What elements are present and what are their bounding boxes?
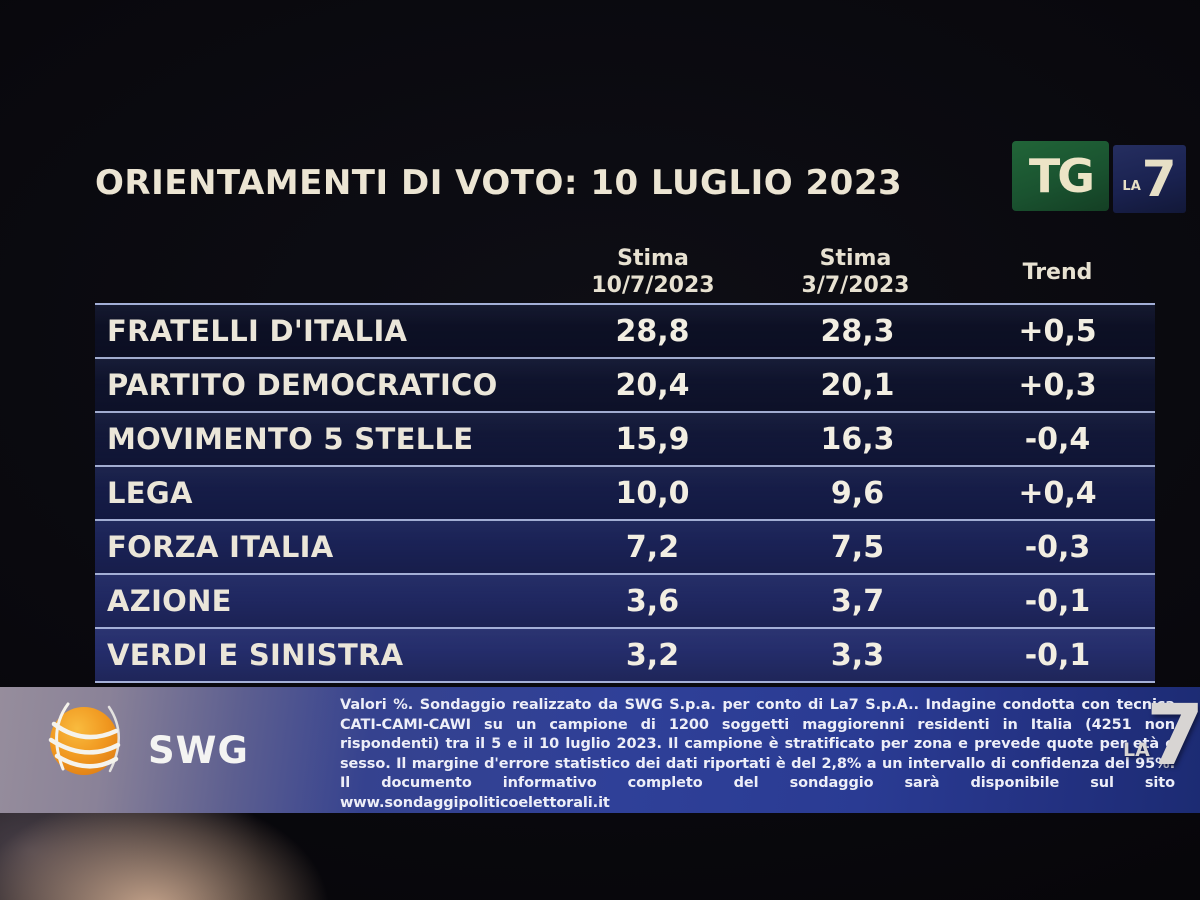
party-name: MOVIMENTO 5 STELLE (107, 422, 474, 456)
party-name: LEGA (107, 476, 193, 510)
swg-logo: SWG (30, 691, 249, 795)
column-header-stima-old: Stima 3/7/2023 (753, 245, 958, 299)
party-name: VERDI E SINISTRA (107, 638, 404, 672)
la7-watermark-la-label: LA (1123, 739, 1150, 761)
table-row: VERDI E SINISTRA 3,2 3,3 -0,1 (95, 629, 1155, 683)
column-header-stima-old-line2: 3/7/2023 (801, 273, 910, 298)
swg-logo-label: SWG (148, 728, 249, 772)
table-row: AZIONE 3,6 3,7 -0,1 (95, 575, 1155, 629)
stima-old-value: 16,3 (820, 421, 895, 457)
stima-old-value: 9,6 (830, 475, 885, 511)
table-row: MOVIMENTO 5 STELLE 15,9 16,3 -0,4 (95, 413, 1155, 467)
stima-new-value: 3,2 (625, 637, 680, 673)
column-header-stima-new-line1: Stima (617, 246, 689, 271)
stima-old-value: 7,5 (830, 529, 885, 565)
la7-watermark-logo: LA 7 .i (1123, 693, 1200, 807)
trend-value: -0,3 (1024, 529, 1091, 565)
page-title: ORIENTAMENTI DI VOTO: 10 LUGLIO 2023 (95, 163, 903, 203)
la7-logo-la-label: LA (1122, 178, 1141, 194)
stima-new-value: 3,6 (625, 583, 680, 619)
disclaimer-text: Valori %. Sondaggio realizzato da SWG S.… (340, 697, 1175, 811)
stima-new-value: 28,8 (615, 313, 690, 349)
stima-new-value: 15,9 (615, 421, 690, 457)
party-name: AZIONE (107, 584, 232, 618)
stima-new-value: 7,2 (625, 529, 680, 565)
la7-logo-seven-label: 7 (1141, 150, 1177, 208)
stima-old-value: 3,7 (830, 583, 885, 619)
stima-old-value: 3,3 (830, 637, 885, 673)
poll-table: FRATELLI D'ITALIA 28,8 28,3 +0,5 PARTITO… (95, 303, 1155, 683)
tg-logo-label: TG (1028, 149, 1095, 203)
trend-value: +0,3 (1018, 367, 1097, 403)
stima-new-value: 20,4 (615, 367, 690, 403)
trend-value: +0,4 (1018, 475, 1097, 511)
column-header-trend: Trend (1022, 260, 1093, 285)
column-header-stima-new-line2: 10/7/2023 (591, 273, 715, 298)
stima-old-value: 28,3 (820, 313, 895, 349)
table-row: FORZA ITALIA 7,2 7,5 -0,3 (95, 521, 1155, 575)
column-header-stima-old-line1: Stima (819, 246, 892, 271)
la7-logo: LA 7 (1113, 145, 1186, 213)
party-name: FRATELLI D'ITALIA (107, 314, 408, 348)
trend-value: -0,1 (1024, 637, 1091, 673)
swg-globe-icon (48, 702, 121, 775)
stima-new-value: 10,0 (615, 475, 690, 511)
footer-band: SWG Valori %. Sondaggio realizzato da SW… (0, 687, 1200, 813)
stima-old-value: 20,1 (820, 367, 895, 403)
trend-value: +0,5 (1018, 313, 1097, 349)
table-row: FRATELLI D'ITALIA 28,8 28,3 +0,5 (95, 305, 1155, 359)
column-header-stima-new: Stima 10/7/2023 (553, 245, 753, 299)
trend-value: -0,4 (1024, 421, 1091, 457)
tg-logo: TG (1012, 141, 1109, 211)
party-name: PARTITO DEMOCRATICO (107, 368, 498, 402)
party-name: FORZA ITALIA (107, 530, 334, 564)
table-row: PARTITO DEMOCRATICO 20,4 20,1 +0,3 (95, 359, 1155, 413)
la7-watermark-seven-label: 7 (1146, 686, 1200, 784)
trend-value: -0,1 (1024, 583, 1091, 619)
table-row: LEGA 10,0 9,6 +0,4 (95, 467, 1155, 521)
